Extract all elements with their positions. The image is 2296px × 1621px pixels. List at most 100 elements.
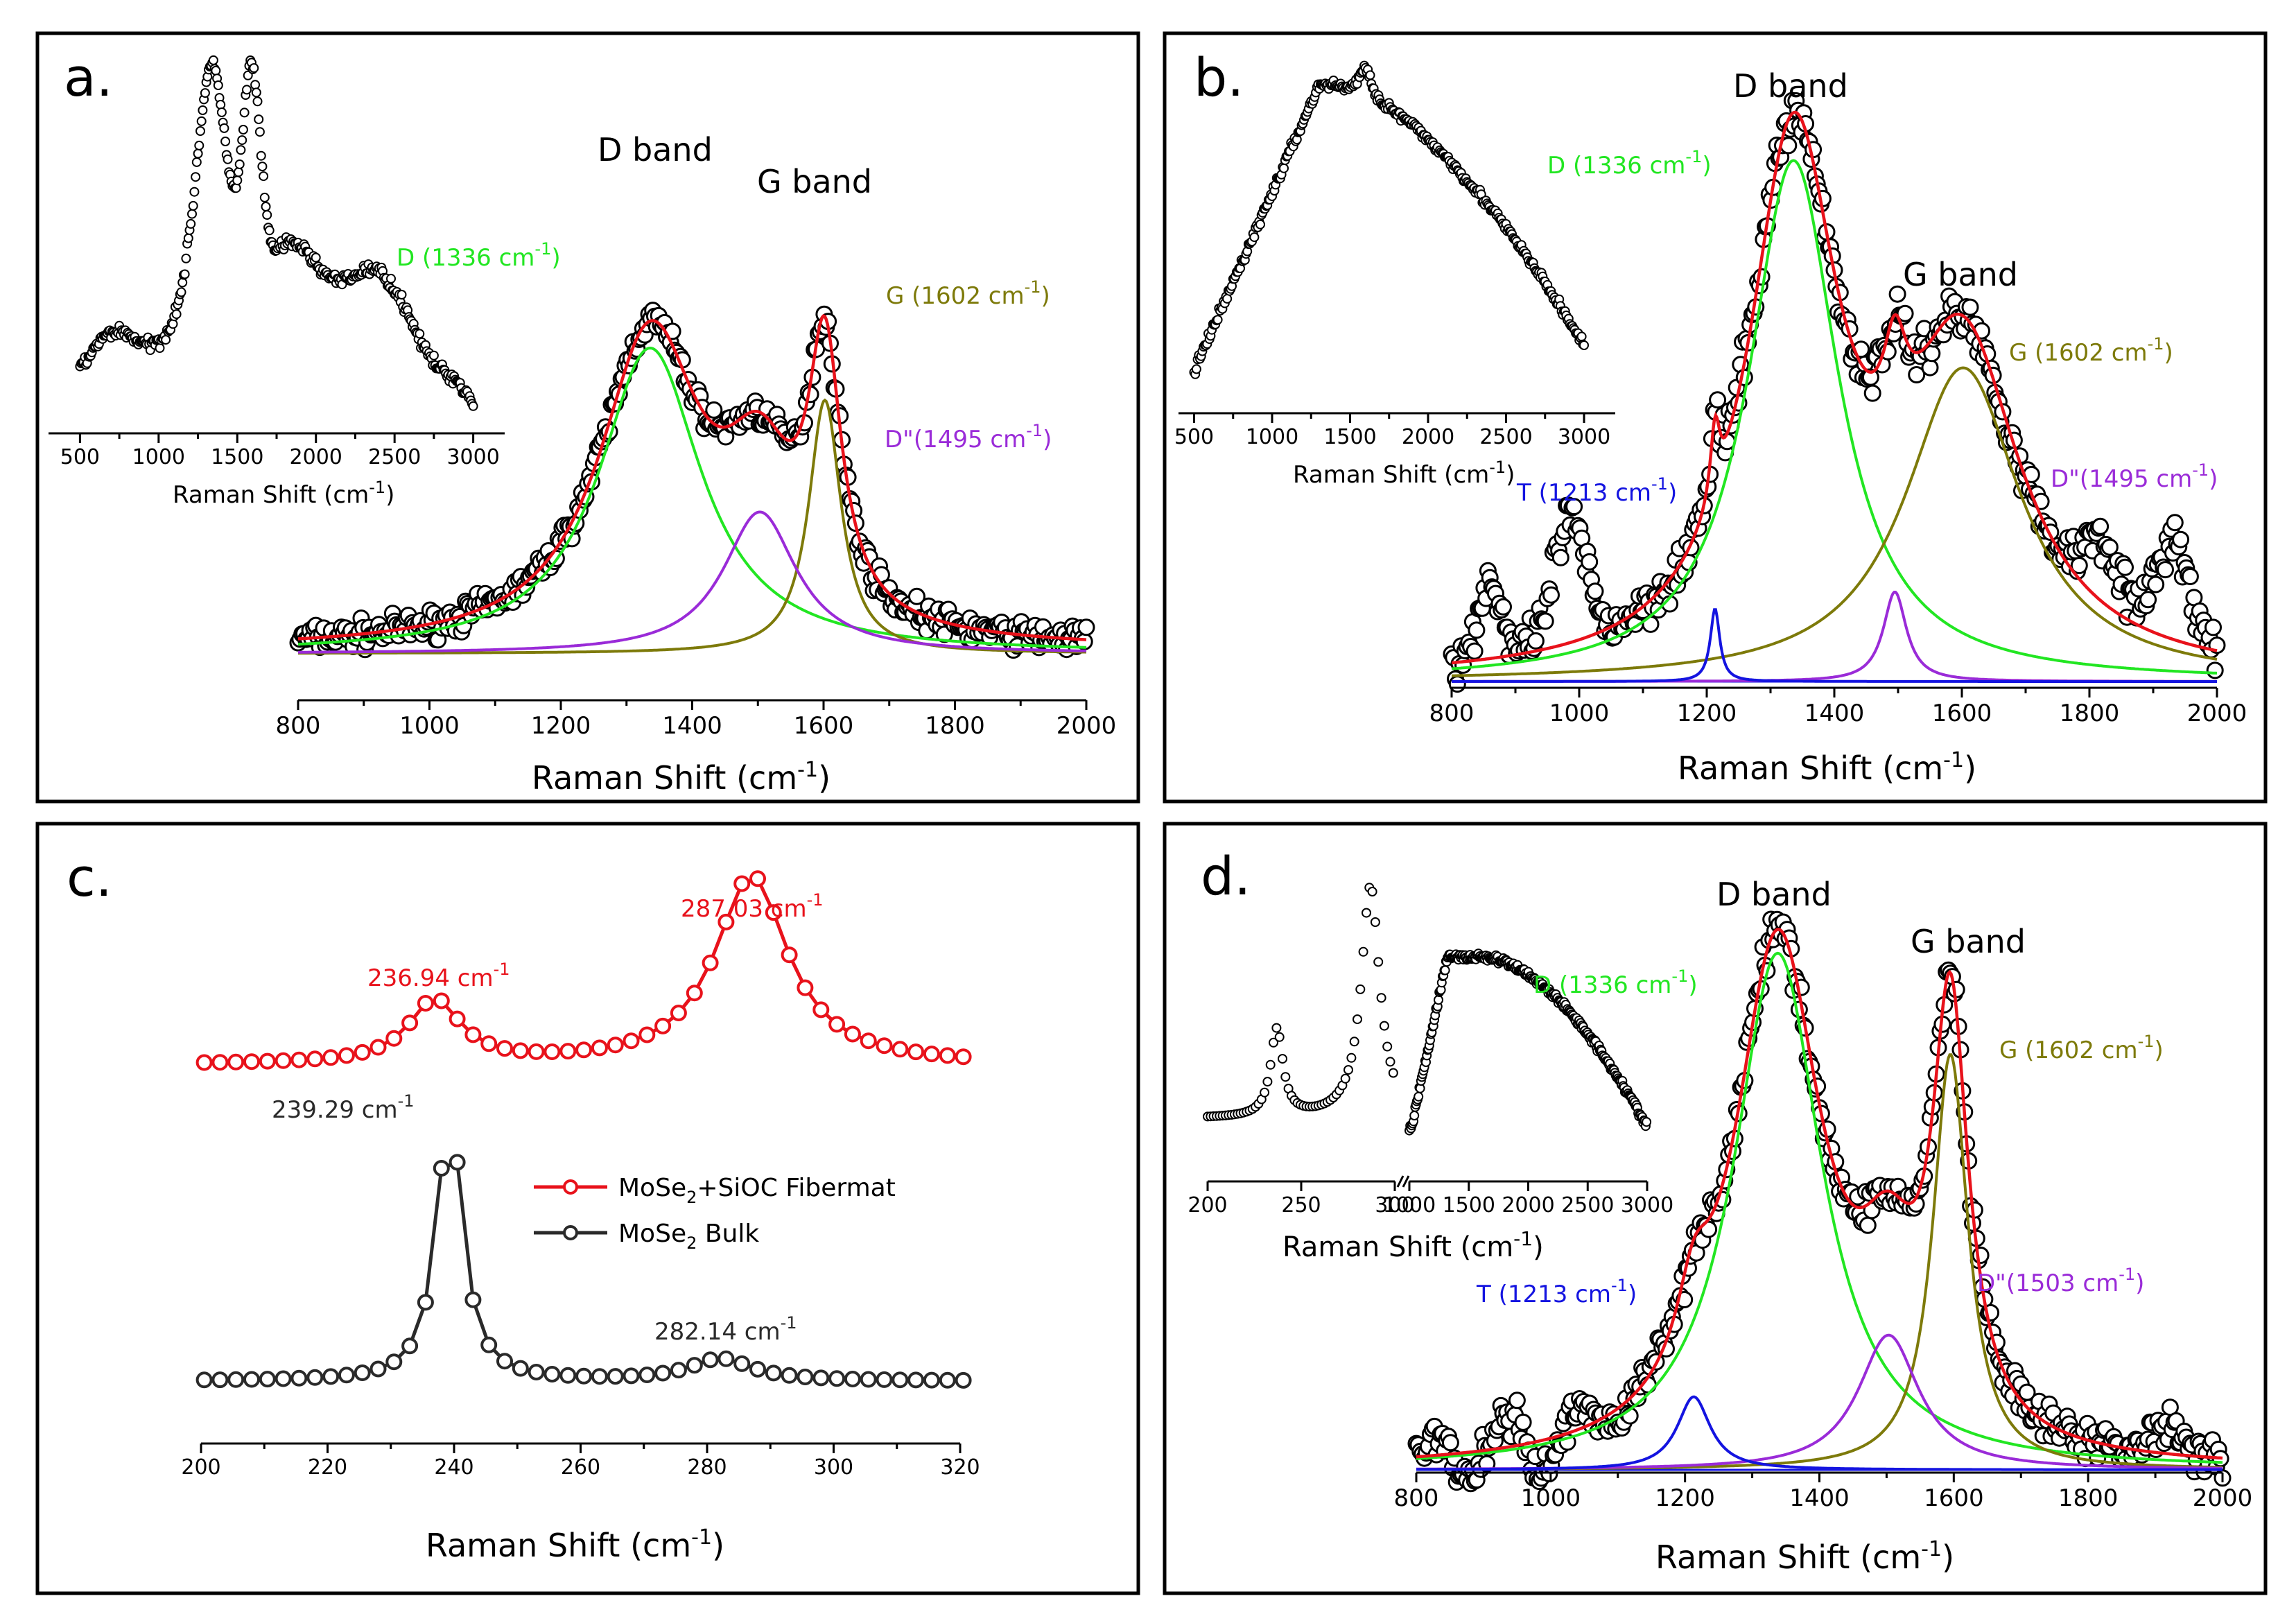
series-point-0 bbox=[844, 1025, 861, 1043]
series-point-0 bbox=[638, 1026, 656, 1043]
series-point-1 bbox=[686, 1357, 703, 1374]
data-point bbox=[2181, 568, 2199, 585]
series-point-1 bbox=[591, 1368, 608, 1385]
inset-point bbox=[311, 252, 321, 263]
inset-x-tick-label: 1500 bbox=[211, 445, 263, 469]
data-point bbox=[2206, 661, 2224, 679]
inset-point bbox=[1576, 331, 1587, 342]
inset-x-tick-label: 2000 bbox=[290, 445, 342, 469]
inset-point bbox=[1385, 1057, 1395, 1067]
inset-point bbox=[208, 55, 218, 65]
main-x-tick-label: 800 bbox=[1429, 700, 1475, 727]
panel-b-d-band-label: D band bbox=[1733, 67, 1848, 105]
panel-d-plot: 800 1000 1200 1400 1600 1800 2000 bbox=[1394, 910, 2252, 1512]
series-point-1 bbox=[575, 1367, 593, 1385]
data-point bbox=[1921, 358, 1939, 376]
series-point-1 bbox=[923, 1371, 940, 1389]
series-point-1 bbox=[718, 1350, 735, 1367]
series-point-1 bbox=[496, 1353, 513, 1370]
series-point-0 bbox=[781, 946, 798, 964]
inset-point bbox=[193, 148, 203, 159]
panel-c-plot: 200 220 240 260 280 300 320 bbox=[181, 870, 980, 1480]
inset-axis-suffix: ) bbox=[1506, 461, 1515, 489]
inset-point bbox=[177, 277, 188, 288]
main-x-tick-label: 1400 bbox=[1789, 1484, 1850, 1512]
panel-a-d-peak-label: D (1336 cm-1) bbox=[397, 239, 561, 272]
panel-d-x-axis-title: Raman Shift (cm-1) bbox=[1655, 1537, 1954, 1576]
raman-data-points bbox=[289, 302, 1095, 659]
series-point-1 bbox=[623, 1367, 640, 1385]
inset-point bbox=[231, 183, 241, 193]
inset-point bbox=[216, 107, 227, 117]
series-point-0 bbox=[543, 1043, 561, 1060]
inset-point bbox=[237, 135, 247, 146]
inset-axis-prefix: Raman Shift (cm bbox=[1282, 1231, 1513, 1263]
inset-point bbox=[1579, 340, 1589, 350]
panel-b: b. 800 1000 1200 1400 1600 1800 2000 500 1000 15… bbox=[1163, 31, 2268, 804]
inset-point bbox=[220, 137, 231, 146]
inset-point bbox=[256, 150, 266, 161]
inset-x-tick-label: 500 bbox=[1174, 425, 1214, 449]
inset-point bbox=[219, 123, 229, 133]
data-point bbox=[1586, 582, 1604, 600]
series-point-1 bbox=[290, 1369, 308, 1387]
inset-point bbox=[1222, 293, 1233, 304]
inset-point bbox=[1373, 957, 1384, 967]
panel-b-border bbox=[1163, 31, 2268, 804]
series-point-0 bbox=[464, 1026, 482, 1043]
inset-point bbox=[1279, 163, 1289, 173]
inset-axis-sup: -1 bbox=[1489, 458, 1506, 477]
inset-point bbox=[1269, 1037, 1278, 1048]
data-point bbox=[1908, 366, 1926, 383]
inset-point bbox=[1278, 1054, 1287, 1064]
inset-point bbox=[194, 140, 205, 150]
series-point-1 bbox=[892, 1371, 909, 1389]
series-point-0 bbox=[417, 995, 434, 1012]
inset-x-axis-title: Raman Shift (cm-1) bbox=[1282, 1227, 1544, 1263]
panel-a-g-band-label: G band bbox=[757, 163, 872, 200]
panel-a: a. 800 1000 1200 1400 1600 1800 2000 500 1000 15… bbox=[35, 31, 1140, 804]
data-point bbox=[2204, 618, 2222, 636]
series-point-1 bbox=[765, 1364, 782, 1382]
inset-point bbox=[259, 192, 270, 202]
inset-point bbox=[211, 65, 221, 76]
series-point-1 bbox=[733, 1355, 751, 1372]
inset-axis-suffix: ) bbox=[385, 481, 394, 509]
series-point-1 bbox=[955, 1371, 972, 1389]
series-point-1 bbox=[211, 1371, 229, 1389]
data-point bbox=[1508, 1392, 1526, 1410]
data-point bbox=[1495, 598, 1512, 616]
inset-point bbox=[1382, 1041, 1393, 1052]
main-x-tick-label: 1800 bbox=[2058, 1484, 2119, 1512]
inset-right-x-tick-label: 2500 bbox=[1561, 1193, 1614, 1217]
panel-d: d. 800 1000 1200 1400 1600 1800 2000 200 250 300… bbox=[1163, 822, 2268, 1595]
series-point-0 bbox=[702, 954, 719, 971]
panel-d-border bbox=[1163, 822, 2268, 1595]
data-point bbox=[2172, 530, 2190, 548]
panel-b-g-peak-label: G (1602 cm-1) bbox=[2009, 334, 2173, 367]
data-point bbox=[1466, 642, 1484, 660]
series-point-1 bbox=[670, 1362, 687, 1379]
inset-point bbox=[234, 167, 243, 177]
series-point-1 bbox=[354, 1364, 371, 1381]
data-point bbox=[2101, 538, 2119, 556]
inset-point bbox=[262, 210, 272, 220]
inset-point bbox=[200, 88, 210, 98]
data-point bbox=[1514, 1413, 1532, 1431]
inset-axis-sup: -1 bbox=[1513, 1227, 1533, 1250]
data-point bbox=[1551, 548, 1569, 566]
series-point-1 bbox=[528, 1364, 545, 1380]
data-point bbox=[1565, 498, 1583, 516]
series-point-0 bbox=[385, 1030, 403, 1047]
main-x-tick-label: 1200 bbox=[531, 712, 591, 740]
panel-c-x-axis-title: Raman Shift (cm-1) bbox=[426, 1525, 724, 1564]
inset-point bbox=[397, 290, 407, 300]
inset-point bbox=[186, 218, 196, 229]
inset-point bbox=[1388, 1068, 1398, 1078]
main-x-tick-label: 220 bbox=[308, 1455, 347, 1480]
fit-curve-D bbox=[1416, 951, 2223, 1464]
series-point-0 bbox=[670, 1005, 687, 1021]
inset-point bbox=[171, 309, 182, 320]
series-point-0 bbox=[876, 1037, 893, 1055]
